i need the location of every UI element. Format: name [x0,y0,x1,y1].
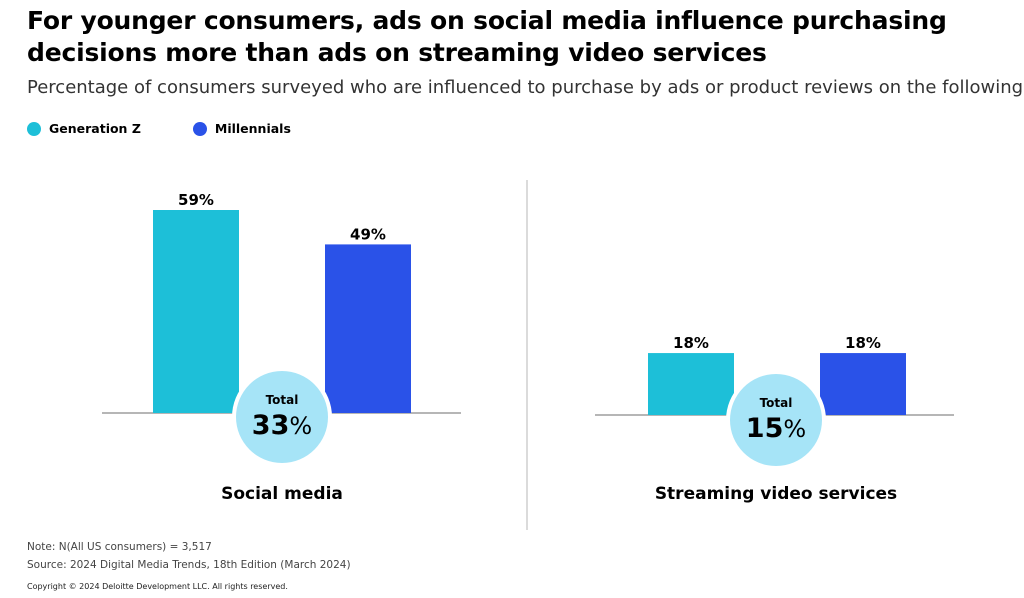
streaming-bar-millennials [820,353,906,415]
streaming-value-label-millennials: 18% [845,334,881,352]
social-media-total-label: Total [266,393,299,407]
social-media-total-value: 33% [252,410,312,441]
footnote-note: Note: N(All US consumers) = 3,517 [27,541,212,553]
chart-title: For younger consumers, ads on social med… [27,6,947,67]
legend-label-millennials: Millennials [214,121,291,136]
legend: Generation Z Millennials [27,121,291,136]
legend-item-millennials: Millennials [192,121,291,136]
streaming-total-value: 15% [746,413,806,444]
social-media-value-label-millennials: 49% [350,225,386,243]
streaming-panel-title: Streaming video services [655,484,897,504]
streaming-value-label-gen-z: 18% [673,334,709,352]
social-media-panel-title: Social media [221,484,343,504]
legend-swatch-gen-z [27,121,41,136]
social-media-total-circle [236,371,328,463]
social-media-bar-millennials [325,244,411,413]
streaming-bar-gen-z [648,353,734,415]
legend-swatch-millennials [192,121,207,136]
streaming-total-label: Total [760,396,793,410]
copyright: Copyright © 2024 Deloitte Development LL… [27,582,288,591]
legend-item-gen-z: Generation Z [27,121,141,136]
social-media-bar-gen-z [153,210,239,413]
social-media-value-label-gen-z: 59% [178,191,214,209]
legend-label-gen-z: Generation Z [49,121,141,136]
chart-subtitle: Percentage of consumers surveyed who are… [27,77,1024,98]
footnote-source: Source: 2024 Digital Media Trends, 18th … [27,559,351,571]
streaming-total-circle [730,374,822,466]
